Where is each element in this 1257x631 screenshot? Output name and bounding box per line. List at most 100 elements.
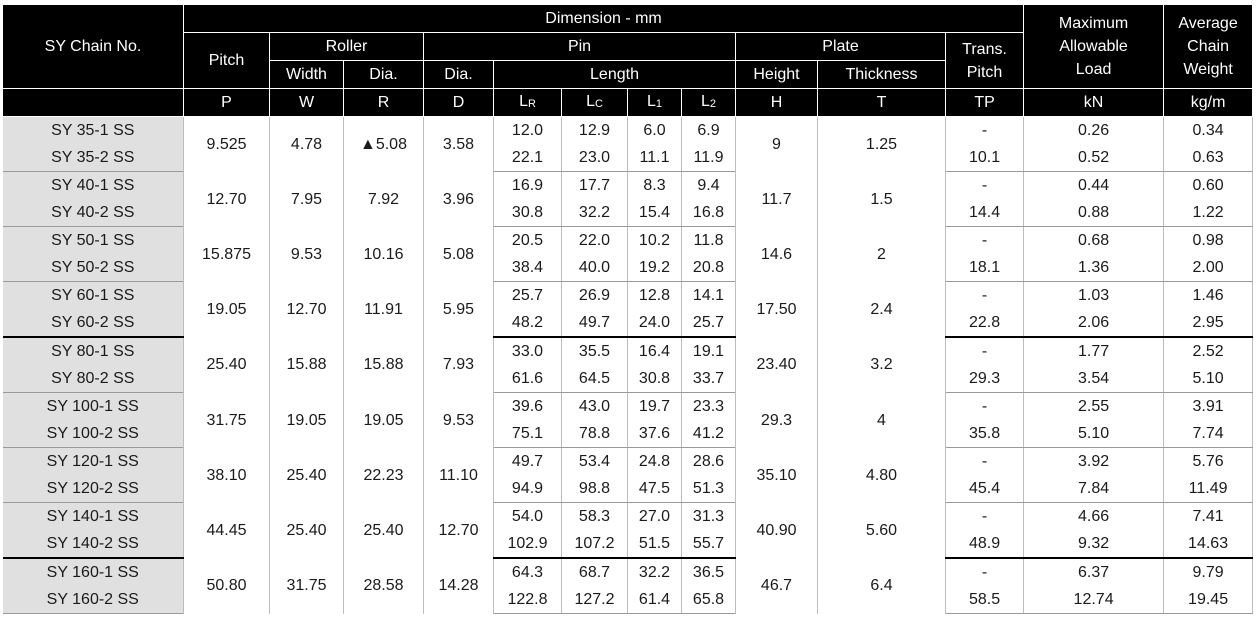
pin-lc-cell: 17.7 [561,171,628,199]
trans-pitch-cell: 45.4 [944,475,1025,503]
pin-lc-cell: 43.0 [561,392,628,420]
roller-width-cell: 12.70 [269,281,344,337]
avg-weight-cell: 5.76 [1163,447,1254,475]
header-chain-no: SY Chain No. [2,4,184,89]
pin-lc-cell: 58.3 [561,502,628,530]
pin-dia-cell: 14.28 [423,558,494,614]
pin-lr-cell: 54.0 [493,502,562,530]
plate-height-cell: 11.7 [735,171,818,227]
pin-lc-cell: 78.8 [561,420,628,448]
symbol-p: P [183,88,270,117]
chain-no-cell: SY 120-2 SS [2,475,184,503]
pin-lc-cell: 12.9 [561,116,628,144]
pin-lc-cell: 23.0 [561,144,628,172]
header-pin-dia: Dia. [423,60,494,89]
pin-l1-cell: 16.4 [627,337,682,365]
table-row: SY 60-1 SS 19.05 12.70 11.91 5.95 25.7 26.9 12.… [2,281,1254,337]
roller-width-cell: 19.05 [269,392,344,448]
pitch-cell: 19.05 [183,281,270,337]
header-plate-thickness: Thickness [817,60,946,89]
pin-l2-cell: 6.9 [681,116,736,144]
table-row: SY 35-1 SS 9.525 4.78 ▲5.08 3.58 12.0 12.9 6.0 6… [2,116,1254,172]
avg-weight-cell: 11.49 [1163,475,1254,503]
pin-lc-cell: 68.7 [561,558,628,586]
symbol-w: W [269,88,344,117]
header-pitch: Pitch [183,32,270,89]
avg-weight-cell: 2.95 [1163,309,1254,338]
pin-lr-cell: 12.0 [493,116,562,144]
unit-load: kN [1023,88,1165,117]
pin-lc-cell: 22.0 [561,226,628,254]
header-avg-weight: Average Chain Weight [1163,4,1254,89]
chain-group: SY 160-1 SS 50.80 31.75 28.58 14.28 64.3 68.7 3… [2,558,1254,614]
avg-weight-cell: 2.00 [1163,254,1254,282]
trans-pitch-cell: 35.8 [944,420,1025,448]
max-load-cell: 0.44 [1023,171,1165,199]
pin-lr-cell: 61.6 [493,365,562,393]
pin-dia-cell: 12.70 [423,502,494,558]
pin-l1-cell: 32.2 [627,558,682,586]
chain-group: SY 120-1 SS 38.10 25.40 22.23 11.10 49.7 53.4 2… [2,447,1254,503]
pin-l2-cell: 11.8 [681,226,736,254]
pin-l1-cell: 27.0 [627,502,682,530]
pin-lc-cell: 107.2 [561,530,628,559]
avg-weight-cell: 0.60 [1163,171,1254,199]
header-plate: Plate [735,32,946,61]
avg-weight-cell: 0.34 [1163,116,1254,144]
pin-lr-cell: 20.5 [493,226,562,254]
pin-lr-cell: 38.4 [493,254,562,282]
table-row: SY 40-1 SS 12.70 7.95 7.92 3.96 16.9 17.7 8.3 9.… [2,171,1254,227]
pin-dia-cell: 7.93 [423,337,494,393]
trans-pitch-cell: 29.3 [944,365,1025,393]
chain-no-cell: SY 80-2 SS [2,365,184,393]
pitch-cell: 31.75 [183,392,270,448]
chain-no-cell: SY 50-1 SS [2,226,184,254]
pin-lc-cell: 35.5 [561,337,628,365]
roller-width-cell: 4.78 [269,116,344,172]
chain-no-cell: SY 40-1 SS [2,171,184,199]
header-trans-pitch: Trans. Pitch [944,32,1025,89]
pin-l2-cell: 33.7 [681,365,736,393]
trans-pitch-cell: - [944,502,1025,530]
header-roller-dia: Dia. [343,60,424,89]
header-plate-height: Height [735,60,818,89]
max-load-cell: 3.54 [1023,365,1165,393]
pin-lr-cell: 75.1 [493,420,562,448]
trans-pitch-cell: 22.8 [944,309,1025,338]
pin-lr-cell: 48.2 [493,309,562,338]
pin-l2-cell: 9.4 [681,171,736,199]
pin-lr-cell: 30.8 [493,199,562,227]
max-load-cell: 0.52 [1023,144,1165,172]
plate-thickness-cell: 2.4 [817,281,946,337]
max-load-cell: 0.88 [1023,199,1165,227]
pin-l1-cell: 19.7 [627,392,682,420]
pin-lc-cell: 40.0 [561,254,628,282]
plate-height-cell: 9 [735,116,818,172]
plate-thickness-cell: 4 [817,392,946,448]
pin-l1-cell: 15.4 [627,199,682,227]
plate-thickness-cell: 4.80 [817,447,946,503]
roller-width-cell: 25.40 [269,447,344,503]
pin-l1-cell: 47.5 [627,475,682,503]
symbol-l2: L2 [681,88,736,117]
table-row: SY 50-2 SS 38.4 40.0 19.2 20.8 18.1 1.36 2.00 [2,254,1254,282]
pin-l1-cell: 30.8 [627,365,682,393]
pin-lr-cell: 33.0 [493,337,562,365]
pin-lc-cell: 127.2 [561,586,628,614]
symbol-lr: LR [493,88,562,117]
pin-l1-cell: 37.6 [627,420,682,448]
chain-no-cell: SY 35-1 SS [2,116,184,144]
chain-group: SY 40-1 SS 12.70 7.95 7.92 3.96 16.9 17.7 8.3 9.… [2,171,1254,227]
pin-l1-cell: 19.2 [627,254,682,282]
plate-height-cell: 23.40 [735,337,818,393]
pin-l1-cell: 11.1 [627,144,682,172]
roller-width-cell: 9.53 [269,226,344,282]
roller-width-cell: 15.88 [269,337,344,393]
plate-height-cell: 35.10 [735,447,818,503]
pin-l2-cell: 31.3 [681,502,736,530]
roller-dia-cell: 11.91 [343,281,424,337]
trans-pitch-cell: - [944,281,1025,309]
avg-weight-cell: 7.74 [1163,420,1254,448]
pin-lc-cell: 98.8 [561,475,628,503]
pin-dia-cell: 3.58 [423,116,494,172]
